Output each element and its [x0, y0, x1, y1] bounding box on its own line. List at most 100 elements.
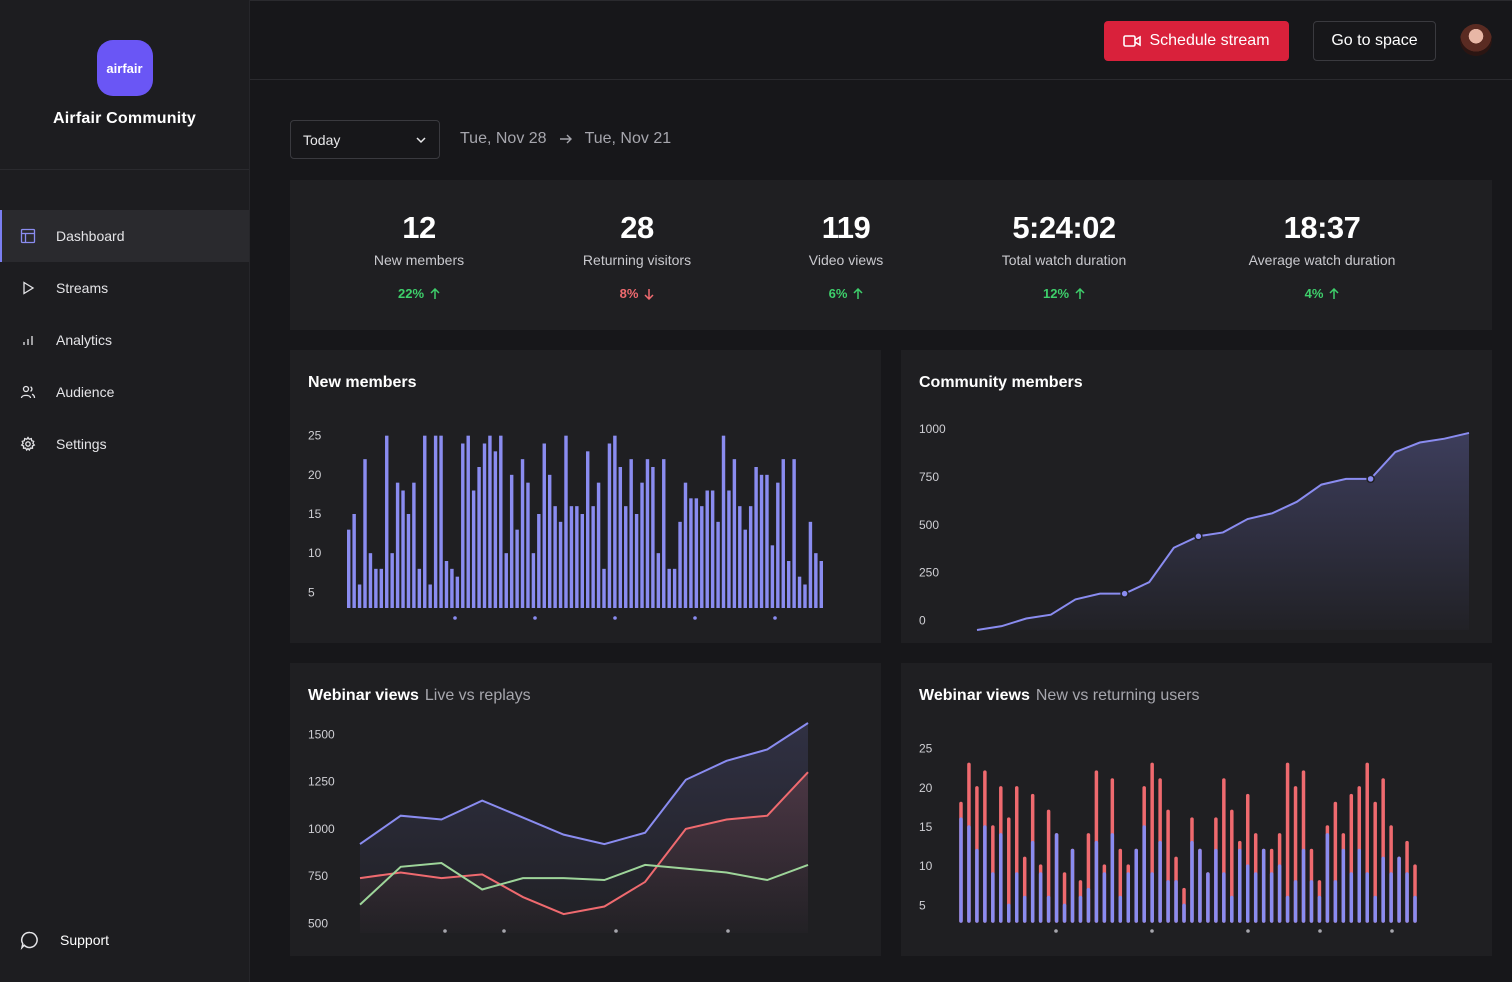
- bar[interactable]: [710, 490, 715, 609]
- bar[interactable]: [629, 459, 633, 608]
- bar[interactable]: [613, 435, 617, 608]
- bar[interactable]: [466, 435, 470, 608]
- bar[interactable]: [363, 459, 367, 608]
- bar[interactable]: [694, 498, 699, 608]
- data-point[interactable]: [1366, 474, 1375, 484]
- bar[interactable]: [515, 529, 519, 608]
- bar[interactable]: [357, 584, 362, 609]
- bar[interactable]: [547, 474, 552, 608]
- bar[interactable]: [759, 474, 764, 608]
- bar[interactable]: [423, 435, 427, 608]
- bar[interactable]: [808, 521, 813, 608]
- bar[interactable]: [700, 506, 704, 608]
- series-line[interactable]: [359, 771, 809, 916]
- bar[interactable]: [542, 443, 546, 609]
- bar[interactable]: [748, 506, 753, 608]
- bar[interactable]: [504, 553, 508, 608]
- bar[interactable]: [634, 514, 639, 608]
- period-select[interactable]: Today: [290, 120, 440, 159]
- series-line[interactable]: [359, 722, 809, 846]
- bar[interactable]: [553, 506, 557, 608]
- bar[interactable]: [765, 474, 769, 608]
- bar[interactable]: [624, 506, 628, 608]
- sidebar-item-dashboard[interactable]: Dashboard: [0, 210, 249, 262]
- bar[interactable]: [819, 561, 823, 608]
- bar[interactable]: [569, 506, 574, 608]
- date-range[interactable]: Tue, Nov 28 Tue, Nov 21: [460, 130, 671, 148]
- bar[interactable]: [618, 467, 623, 608]
- bar[interactable]: [776, 482, 780, 608]
- bar[interactable]: [716, 521, 720, 608]
- bar[interactable]: [732, 459, 737, 608]
- bar[interactable]: [678, 521, 682, 608]
- bar[interactable]: [509, 474, 514, 608]
- bar[interactable]: [471, 490, 476, 609]
- bar[interactable]: [412, 482, 416, 608]
- bar[interactable]: [520, 459, 525, 608]
- schedule-stream-button[interactable]: Schedule stream: [1104, 21, 1289, 61]
- bar[interactable]: [395, 482, 400, 608]
- bar[interactable]: [667, 568, 671, 608]
- bar[interactable]: [656, 553, 661, 608]
- bar[interactable]: [781, 459, 785, 608]
- bar[interactable]: [401, 490, 405, 609]
- avatar[interactable]: [1460, 24, 1492, 56]
- bar[interactable]: [721, 435, 726, 608]
- bar[interactable]: [428, 584, 432, 609]
- bar[interactable]: [586, 451, 590, 608]
- sidebar-item-streams[interactable]: Streams: [0, 262, 249, 314]
- bar[interactable]: [417, 568, 422, 608]
- bar[interactable]: [488, 435, 492, 608]
- area-line[interactable]: [976, 431, 1470, 631]
- data-point[interactable]: [1120, 589, 1129, 598]
- bar[interactable]: [797, 576, 802, 608]
- go-to-space-button[interactable]: Go to space: [1313, 21, 1436, 61]
- bar[interactable]: [455, 576, 460, 608]
- bar[interactable]: [526, 482, 530, 608]
- bar[interactable]: [558, 521, 563, 608]
- bar[interactable]: [575, 506, 579, 608]
- data-point[interactable]: [1194, 532, 1203, 541]
- bar[interactable]: [450, 568, 454, 608]
- bar[interactable]: [499, 435, 503, 608]
- bar[interactable]: [803, 584, 807, 609]
- bar[interactable]: [727, 490, 731, 609]
- bar[interactable]: [738, 506, 742, 608]
- bar[interactable]: [672, 568, 677, 608]
- bar[interactable]: [385, 435, 389, 608]
- bar[interactable]: [374, 568, 378, 608]
- bar[interactable]: [792, 459, 796, 608]
- bar[interactable]: [814, 553, 818, 608]
- bar[interactable]: [651, 467, 655, 608]
- bar[interactable]: [433, 435, 438, 608]
- bar[interactable]: [754, 467, 758, 608]
- bar[interactable]: [786, 561, 791, 608]
- bar[interactable]: [705, 490, 709, 609]
- bar[interactable]: [662, 459, 666, 608]
- bar[interactable]: [368, 553, 373, 608]
- bar[interactable]: [645, 459, 650, 608]
- bar[interactable]: [390, 553, 394, 608]
- bar[interactable]: [439, 435, 443, 608]
- sidebar-item-audience[interactable]: Audience: [0, 366, 249, 418]
- support-link[interactable]: Support: [20, 930, 109, 950]
- bar[interactable]: [444, 561, 449, 608]
- bar[interactable]: [482, 443, 487, 609]
- bar[interactable]: [640, 482, 644, 608]
- bar[interactable]: [347, 529, 351, 608]
- bar[interactable]: [770, 545, 775, 608]
- bar[interactable]: [607, 443, 612, 609]
- bar[interactable]: [683, 482, 688, 608]
- bar[interactable]: [406, 514, 411, 608]
- bar[interactable]: [602, 568, 606, 608]
- bar[interactable]: [596, 482, 601, 608]
- bar[interactable]: [493, 451, 498, 608]
- brand-logo[interactable]: airfair: [96, 40, 153, 96]
- bar[interactable]: [591, 506, 595, 608]
- bar[interactable]: [743, 529, 747, 608]
- series-line[interactable]: [359, 861, 809, 906]
- bar[interactable]: [461, 443, 465, 609]
- bar[interactable]: [352, 514, 356, 608]
- bar[interactable]: [477, 467, 481, 608]
- bar[interactable]: [689, 498, 693, 608]
